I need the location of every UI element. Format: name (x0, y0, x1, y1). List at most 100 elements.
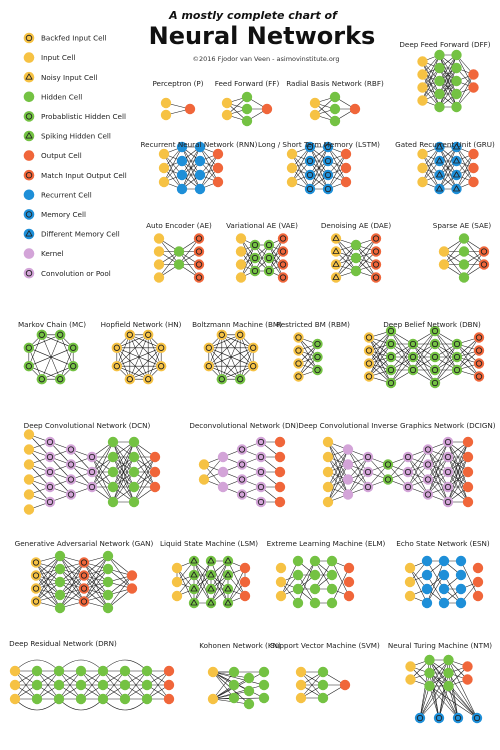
legend-label: Noisy Input Cell (41, 73, 97, 82)
backfed-input-cell (234, 329, 246, 341)
gru-label: Gated Recurrent Unit (GRU) (395, 140, 495, 149)
match-io-cell (78, 557, 90, 568)
hidden-cell (54, 563, 66, 575)
gan-label: Generative Adversarial Network (GAN) (15, 539, 154, 548)
conv-pool-cell (65, 444, 77, 455)
legend-label: Memory Cell (41, 210, 86, 219)
p-label: Perceptron (P) (152, 79, 203, 88)
conv-pool-cell (422, 474, 434, 485)
backfed-input-cell (155, 360, 167, 372)
conv-pool-cell (86, 451, 98, 463)
hidden-cell (424, 654, 435, 666)
match-io-cell (78, 583, 90, 594)
hidden-cell (173, 259, 185, 270)
probabilistic-hidden-cell (249, 252, 261, 264)
output-cell (274, 481, 286, 493)
input-cell (235, 246, 247, 257)
hidden-cell (54, 602, 66, 614)
hidden-cell (434, 88, 445, 100)
conv-pool-cell (65, 474, 77, 485)
hidden-cell (443, 680, 454, 692)
input-cell (160, 109, 172, 121)
elm-label: Extreme Learning Machine (ELM) (267, 539, 386, 548)
dae-label: Denoising AE (DAE) (321, 221, 391, 230)
hidden-cell (309, 597, 321, 609)
output-cell (462, 496, 474, 508)
output-cell (212, 176, 224, 188)
match-io-cell (277, 246, 289, 257)
legend-spiking-hidden-icon (23, 130, 35, 142)
conv-pool-cell (86, 466, 98, 478)
probabilistic-hidden-cell (312, 364, 323, 376)
backfed-input-cell (363, 332, 375, 343)
input-cell (23, 444, 35, 455)
backfed-input-cell (293, 345, 304, 356)
hidden-cell (258, 666, 270, 678)
hidden-cell (326, 583, 338, 595)
probabilistic-hidden-cell (385, 351, 397, 363)
hidden-cell (329, 103, 341, 115)
conv-pool-cell (422, 459, 434, 470)
legend-label: Output Cell (41, 151, 82, 160)
legend-label: Hidden Cell (41, 92, 82, 101)
dbn-label: Deep Belief Network (DBN) (383, 320, 481, 329)
input-cell (198, 474, 210, 485)
input-cell (322, 466, 334, 478)
input-cell (295, 692, 307, 704)
hidden-cell (119, 679, 131, 691)
hidden-cell (292, 569, 304, 581)
memory-cell (304, 155, 316, 167)
output-cell (472, 576, 484, 588)
backfed-input-cell (111, 342, 123, 354)
backfed-input-cell (30, 570, 42, 581)
hidden-cell (350, 239, 362, 251)
network-labels: Perceptron (P) Feed Forward (FF) Radial Ba… (9, 40, 496, 650)
output-cell (340, 148, 352, 160)
hidden-cell (173, 246, 185, 257)
output-cell (212, 148, 224, 160)
recurrent-cell (176, 169, 188, 181)
output-cell (339, 679, 351, 691)
conv-pool-cell (442, 496, 454, 508)
recurrent-cell (455, 569, 467, 581)
input-cell (23, 489, 35, 500)
hidden-cell (141, 693, 153, 705)
noisy-input-cell (330, 272, 342, 283)
conv-pool-cell (86, 481, 98, 493)
probabilistic-hidden-cell (385, 364, 397, 376)
match-io-cell (193, 272, 205, 283)
hidden-cell (119, 693, 131, 705)
probabilistic-hidden-cell (54, 373, 66, 385)
backfed-input-cell (30, 557, 42, 568)
conv-pool-cell (402, 451, 414, 463)
legend-label: Different Memory Cell (41, 230, 120, 239)
hidden-cell (102, 550, 114, 562)
input-cell (438, 246, 450, 257)
output-cell (239, 576, 251, 588)
input-cell (23, 459, 35, 470)
conv-pool-cell (442, 451, 454, 463)
dcign-label: Deep Convolutional Inverse Graphics Netw… (298, 421, 495, 430)
hidden-cell (102, 576, 114, 588)
legend: Backfed Input Cell Input Cell Noisy Input … (41, 34, 127, 278)
probabilistic-hidden-cell (382, 459, 394, 470)
output-cell (340, 176, 352, 188)
match-io-cell (193, 233, 205, 244)
input-cell (221, 97, 233, 109)
hidden-cell (128, 466, 140, 478)
hidden-cell (75, 679, 87, 691)
output-cell (239, 590, 251, 602)
hidden-cell (128, 496, 140, 508)
noisy-input-cell (330, 233, 342, 244)
legend-memory-icon (23, 209, 35, 220)
input-cell (207, 666, 219, 678)
conv-pool-cell (44, 466, 56, 478)
hidden-cell (309, 569, 321, 581)
recurrent-cell (455, 583, 467, 595)
match-io-cell (370, 259, 382, 270)
input-cell (153, 272, 165, 283)
kernel-cell (217, 451, 229, 463)
hidden-cell (102, 563, 114, 575)
hidden-cell (326, 597, 338, 609)
recurrent-cell (421, 597, 433, 609)
